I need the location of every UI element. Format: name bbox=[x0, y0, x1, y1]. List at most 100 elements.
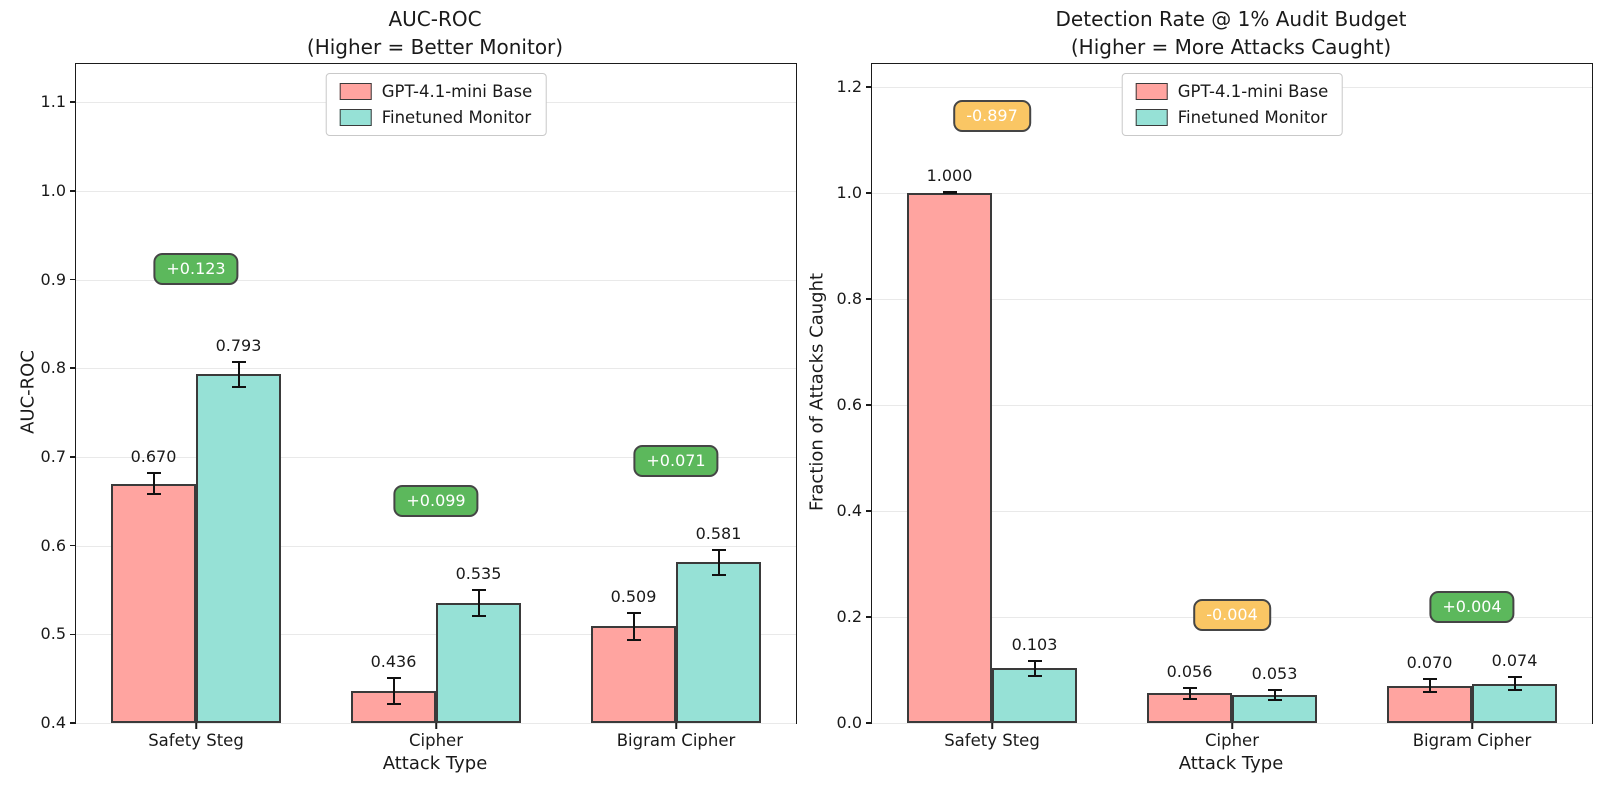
delta-badge: +0.123 bbox=[153, 252, 239, 285]
right-y-axis-label: Fraction of Attacks Caught bbox=[806, 272, 828, 512]
delta-badge: +0.071 bbox=[633, 445, 719, 478]
value-label: 0.056 bbox=[1166, 661, 1213, 681]
y-tick-mark bbox=[866, 616, 872, 618]
y-tick-label: 0.8 bbox=[836, 288, 862, 308]
y-tick-label: 1.2 bbox=[836, 76, 862, 96]
error-bar bbox=[942, 191, 958, 195]
y-tick-label: 0.9 bbox=[40, 269, 66, 289]
x-tick-label: Safety Steg bbox=[944, 731, 1040, 750]
x-tick-label: Cipher bbox=[409, 731, 463, 750]
value-label: 0.535 bbox=[455, 564, 502, 584]
y-tick-label: 0.2 bbox=[836, 606, 862, 626]
value-label: 0.436 bbox=[370, 651, 417, 671]
y-tick-label: 0.6 bbox=[40, 535, 66, 555]
x-tick-mark bbox=[1471, 723, 1473, 729]
right-chart-title: Detection Rate @ 1% Audit Budget (Higher… bbox=[871, 5, 1591, 61]
value-label: 0.053 bbox=[1251, 663, 1298, 683]
bar bbox=[196, 374, 281, 723]
y-tick-mark bbox=[70, 633, 76, 636]
left-legend: GPT-4.1-mini Base Finetuned Monitor bbox=[325, 73, 547, 136]
bar bbox=[992, 668, 1077, 723]
y-tick-label: 0.7 bbox=[40, 446, 66, 466]
value-label: 0.581 bbox=[695, 524, 742, 544]
gridline bbox=[872, 298, 1592, 300]
x-tick-label: Bigram Cipher bbox=[1412, 731, 1532, 750]
bar bbox=[111, 483, 196, 723]
y-tick-mark bbox=[866, 722, 872, 724]
gridline bbox=[76, 456, 796, 458]
y-tick-mark bbox=[70, 101, 76, 103]
left-x-axis-label: Attack Type bbox=[382, 753, 488, 774]
y-tick-label: 0.4 bbox=[40, 713, 66, 732]
y-tick-label: 1.1 bbox=[40, 92, 66, 112]
y-tick-mark bbox=[70, 544, 76, 547]
y-tick-label: 0.8 bbox=[40, 358, 66, 378]
x-tick-mark bbox=[1231, 723, 1233, 729]
right-plot-area: GPT-4.1-mini Base Finetuned Monitor 0.0 0… bbox=[837, 63, 1593, 750]
y-tick-label: 0.4 bbox=[836, 500, 862, 520]
y-tick-mark bbox=[866, 404, 872, 406]
finetuned-series-swatch bbox=[1135, 109, 1168, 126]
bar bbox=[676, 562, 761, 723]
y-tick-mark bbox=[866, 510, 872, 512]
y-tick-mark bbox=[866, 86, 872, 88]
x-tick-mark bbox=[675, 723, 677, 729]
y-tick-mark bbox=[70, 190, 76, 192]
x-tick-label: Bigram Cipher bbox=[616, 731, 736, 750]
value-label: 0.074 bbox=[1491, 651, 1538, 671]
gridline bbox=[76, 545, 796, 547]
y-tick-mark bbox=[70, 456, 76, 458]
right-chart-title-line2: (Higher = More Attacks Caught) bbox=[1070, 35, 1392, 59]
base-series-swatch bbox=[339, 83, 372, 100]
y-tick-mark bbox=[70, 722, 76, 724]
left-chart-title-line1: AUC-ROC bbox=[388, 7, 482, 31]
error-bar bbox=[1267, 688, 1283, 702]
right-chart-title-line1: Detection Rate @ 1% Audit Budget bbox=[1055, 7, 1407, 31]
y-tick-mark bbox=[866, 298, 872, 300]
error-bar bbox=[1422, 678, 1438, 694]
bar bbox=[907, 192, 992, 723]
x-tick-mark bbox=[991, 723, 993, 729]
delta-badge: +0.099 bbox=[393, 485, 479, 518]
x-tick-label: Cipher bbox=[1205, 731, 1259, 750]
delta-badge: -0.004 bbox=[1193, 598, 1271, 631]
legend-label-base: GPT-4.1-mini Base bbox=[381, 82, 533, 101]
value-label: 0.509 bbox=[610, 587, 657, 607]
y-tick-label: 0.5 bbox=[40, 624, 66, 644]
delta-badge: -0.897 bbox=[953, 99, 1031, 132]
left-chart-title: AUC-ROC (Higher = Better Monitor) bbox=[75, 5, 795, 61]
gridline bbox=[872, 510, 1592, 512]
error-bar bbox=[1182, 686, 1198, 700]
gridline bbox=[76, 190, 796, 192]
error-bar bbox=[386, 676, 402, 706]
value-label: 0.670 bbox=[130, 446, 177, 466]
x-tick-mark bbox=[195, 723, 197, 729]
bar bbox=[591, 626, 676, 723]
legend-item-base: GPT-4.1-mini Base bbox=[339, 82, 533, 101]
error-bar bbox=[1027, 659, 1043, 677]
error-bar bbox=[626, 612, 642, 641]
error-bar bbox=[471, 589, 487, 618]
legend-label-base: GPT-4.1-mini Base bbox=[1177, 82, 1329, 101]
base-series-swatch bbox=[1135, 83, 1168, 100]
legend-item-finetuned: Finetuned Monitor bbox=[339, 108, 533, 127]
gridline bbox=[872, 192, 1592, 194]
right-legend: GPT-4.1-mini Base Finetuned Monitor bbox=[1121, 73, 1343, 136]
y-tick-mark bbox=[866, 192, 872, 194]
gridline bbox=[76, 279, 796, 281]
value-label: 1.000 bbox=[926, 166, 973, 186]
legend-item-finetuned: Finetuned Monitor bbox=[1135, 108, 1329, 127]
error-bar bbox=[711, 549, 727, 576]
value-label: 0.793 bbox=[215, 336, 262, 356]
x-tick-mark bbox=[435, 723, 437, 729]
legend-label-finetuned: Finetuned Monitor bbox=[1177, 108, 1328, 127]
y-tick-mark bbox=[70, 367, 76, 369]
x-tick-label: Safety Steg bbox=[148, 731, 244, 750]
gridline bbox=[76, 368, 796, 370]
y-tick-label: 0.6 bbox=[836, 394, 862, 414]
left-plot-area: GPT-4.1-mini Base Finetuned Monitor 0.4 0… bbox=[41, 63, 797, 750]
legend-item-base: GPT-4.1-mini Base bbox=[1135, 82, 1329, 101]
value-label: 0.070 bbox=[1406, 653, 1453, 673]
left-chart-title-line2: (Higher = Better Monitor) bbox=[306, 35, 564, 59]
